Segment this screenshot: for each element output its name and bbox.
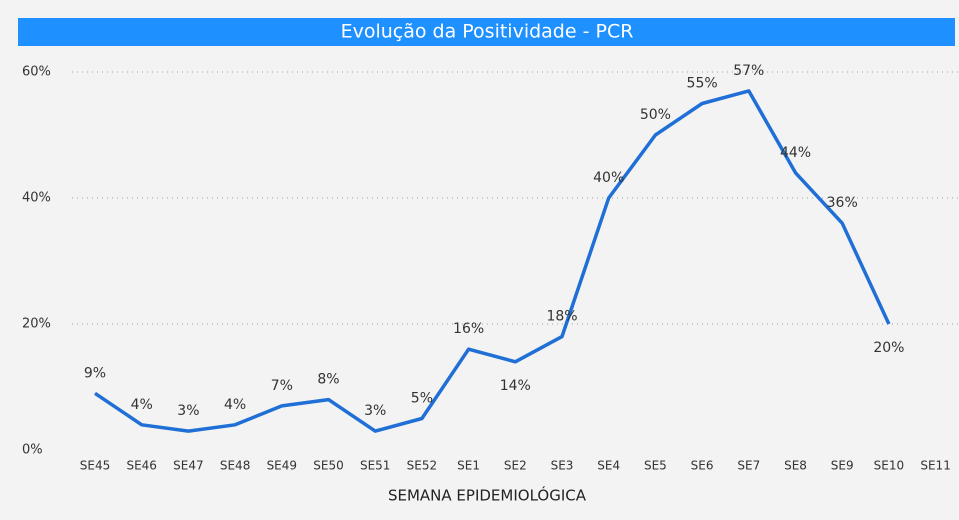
data-label: 5% bbox=[411, 391, 433, 407]
x-tick-label: SE1 bbox=[457, 459, 480, 473]
data-label: 20% bbox=[873, 340, 904, 356]
data-label: 55% bbox=[687, 76, 718, 92]
x-tick-label: SE6 bbox=[691, 459, 714, 473]
y-tick-label: 60% bbox=[22, 65, 51, 80]
line bbox=[94, 89, 891, 433]
data-label: 3% bbox=[177, 403, 199, 419]
data-label: 44% bbox=[780, 145, 811, 161]
x-tick-label: SE8 bbox=[784, 459, 807, 473]
y-tick-label: 0% bbox=[22, 443, 43, 458]
data-label: 8% bbox=[317, 372, 339, 388]
data-label: 14% bbox=[500, 378, 531, 394]
title-bar bbox=[18, 18, 955, 46]
x-tick-label: SE2 bbox=[504, 459, 527, 473]
x-tick-label: SE7 bbox=[737, 459, 760, 473]
data-label: 4% bbox=[224, 397, 246, 413]
x-tick-label: SE9 bbox=[831, 459, 854, 473]
x-tick-label: SE3 bbox=[551, 459, 574, 473]
chart-title: Evolução da Positividade - PCR bbox=[341, 21, 634, 43]
data-label: 40% bbox=[593, 170, 624, 186]
x-tick-label: SE49 bbox=[267, 459, 297, 473]
x-tick-label: SE46 bbox=[126, 459, 156, 473]
x-tick-label: SE48 bbox=[220, 459, 250, 473]
data-label: 7% bbox=[271, 378, 293, 394]
x-tick-label: SE51 bbox=[360, 459, 390, 473]
data-label: 36% bbox=[827, 195, 858, 211]
y-tick-label: 40% bbox=[22, 191, 51, 206]
x-tick-label: SE11 bbox=[920, 459, 950, 473]
x-tick-label: SE47 bbox=[173, 459, 203, 473]
data-label: 18% bbox=[546, 309, 577, 325]
data-label: 50% bbox=[640, 107, 671, 123]
x-tick-label: SE45 bbox=[80, 459, 110, 473]
x-axis-title: SEMANA EPIDEMIOLÓGICA bbox=[388, 486, 587, 505]
x-tick-label: SE4 bbox=[597, 459, 620, 473]
data-label: 57% bbox=[733, 63, 764, 79]
x-tick-label: SE52 bbox=[407, 459, 437, 473]
data-label: 3% bbox=[364, 403, 386, 419]
data-label: 9% bbox=[84, 365, 106, 381]
y-tick-label: 20% bbox=[22, 317, 51, 332]
x-tick-label: SE5 bbox=[644, 459, 667, 473]
data-label: 16% bbox=[453, 321, 484, 337]
data-label: 4% bbox=[131, 397, 153, 413]
x-tick-label: SE50 bbox=[313, 459, 343, 473]
x-tick-label: SE10 bbox=[874, 459, 904, 473]
